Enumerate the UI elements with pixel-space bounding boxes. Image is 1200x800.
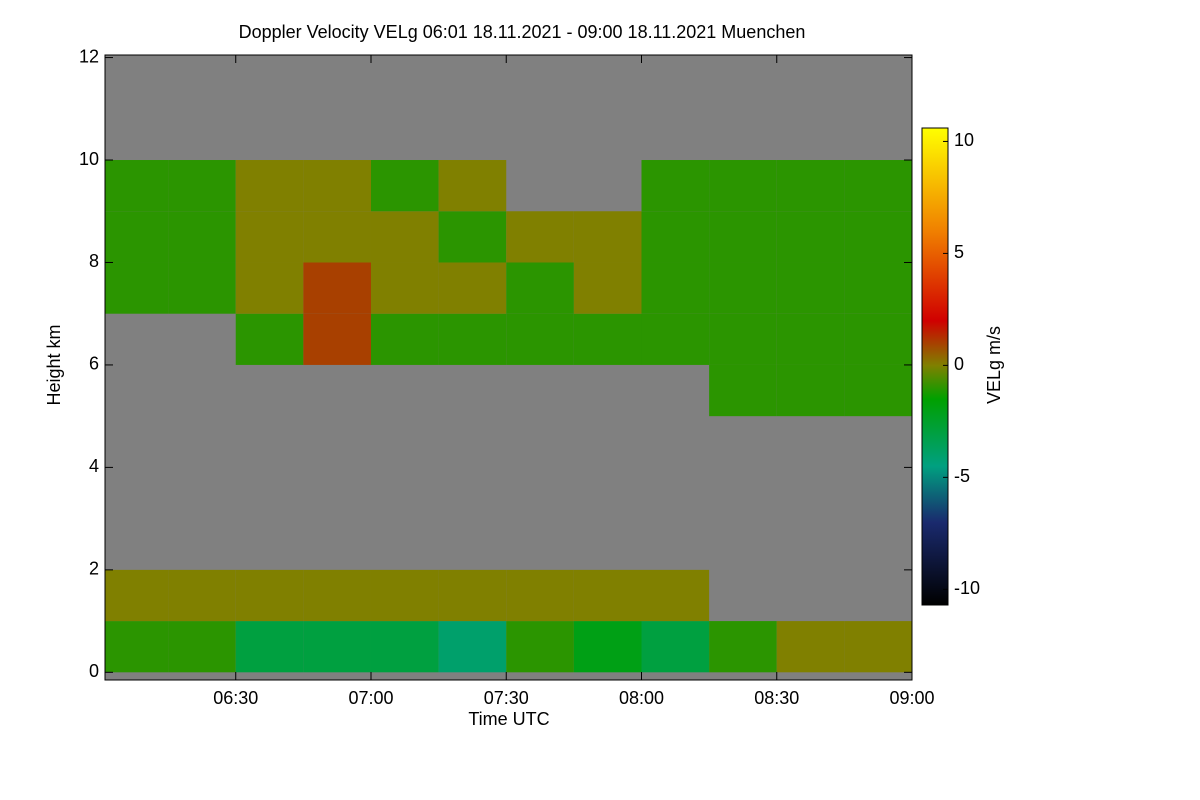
y-tick-label: 0 — [89, 661, 99, 681]
y-tick-label: 2 — [89, 559, 99, 579]
y-tick-label: 8 — [89, 251, 99, 271]
colorbar-tick-label: 5 — [954, 242, 964, 262]
colorbar — [921, 127, 949, 606]
heatmap-cell — [776, 160, 845, 212]
heatmap-cell — [303, 621, 371, 673]
heatmap-cell — [776, 364, 845, 417]
heatmap-cell — [776, 211, 845, 263]
colorbar-tick-label: -5 — [954, 466, 970, 486]
heatmap-cell — [438, 262, 507, 314]
heatmap-cell — [438, 313, 507, 365]
heatmap-cell — [438, 621, 507, 673]
heatmap-cell — [573, 262, 642, 314]
heatmap-cell — [235, 211, 304, 263]
heatmap-cell — [506, 621, 574, 673]
x-axis-label: Time UTC — [468, 709, 549, 729]
heatmap-cell — [303, 262, 371, 314]
heatmap-cell — [105, 211, 169, 263]
heatmap-cell — [641, 621, 710, 673]
heatmap-cell — [105, 262, 169, 314]
y-tick-label: 6 — [89, 354, 99, 374]
plot-frame — [104, 54, 913, 681]
heatmap-cell — [303, 211, 371, 263]
heatmap-cell — [303, 313, 371, 365]
heatmap-cell — [438, 211, 507, 263]
x-tick-label: 08:30 — [754, 688, 799, 708]
heatmap-cell — [370, 569, 439, 622]
heatmap-cell — [105, 569, 169, 622]
heatmap-cell — [370, 313, 439, 365]
heatmap-cell — [776, 313, 845, 365]
heatmap-cell — [709, 313, 777, 365]
heatmap-cell — [506, 211, 574, 263]
heatmap-cell — [641, 313, 710, 365]
colorbar-tick-label: 10 — [954, 130, 974, 150]
heatmap-cell — [641, 211, 710, 263]
heatmap-cell — [168, 569, 236, 622]
heatmap-cell — [235, 160, 304, 212]
x-tick-label: 07:00 — [348, 688, 393, 708]
heatmap-cell — [709, 160, 777, 212]
heatmap-cell — [370, 621, 439, 673]
heatmap-cell — [168, 211, 236, 263]
y-tick-label: 12 — [79, 46, 99, 66]
heatmap-cell — [844, 262, 912, 314]
heatmap-cell — [506, 569, 574, 622]
y-axis-label: Height km — [44, 324, 64, 405]
heatmap-cell — [844, 160, 912, 212]
heatmap-cell — [844, 313, 912, 365]
x-tick-label: 08:00 — [619, 688, 664, 708]
heatmap-cell — [844, 211, 912, 263]
heatmap-cell — [235, 569, 304, 622]
heatmap-cell — [641, 262, 710, 314]
heatmap-cell — [105, 621, 169, 673]
heatmap-cell — [776, 621, 845, 673]
heatmap-cell — [573, 569, 642, 622]
heatmap-cell — [235, 621, 304, 673]
heatmap-cell — [168, 621, 236, 673]
colorbar-tick-label: 0 — [954, 354, 964, 374]
heatmap-cell — [370, 262, 439, 314]
heatmap-cell — [844, 364, 912, 417]
heatmap-cell — [573, 211, 642, 263]
heatmap-cell — [168, 262, 236, 314]
heatmap-cell — [573, 313, 642, 365]
heatmap-cell — [641, 569, 710, 622]
heatmap-cell — [573, 621, 642, 673]
y-tick-label: 4 — [89, 456, 99, 476]
heatmap-cell — [709, 262, 777, 314]
colorbar-tick-label: -10 — [954, 578, 980, 598]
heatmap-cell — [235, 313, 304, 365]
x-tick-label: 07:30 — [484, 688, 529, 708]
heatmap-cell — [168, 160, 236, 212]
heatmap-cell — [438, 569, 507, 622]
heatmap-cell — [303, 160, 371, 212]
heatmap-cell — [844, 621, 912, 673]
heatmap-cell — [303, 569, 371, 622]
heatmap-cell — [506, 262, 574, 314]
heatmap-cell — [709, 364, 777, 417]
heatmap-cell — [370, 211, 439, 263]
y-tick-label: 10 — [79, 149, 99, 169]
heatmap-cell — [370, 160, 439, 212]
heatmap-cell — [438, 160, 507, 212]
heatmap-cell — [709, 211, 777, 263]
colorbar-label: VELg m/s — [984, 326, 1004, 404]
heatmap-cell — [776, 262, 845, 314]
x-tick-label: 06:30 — [213, 688, 258, 708]
heatmap-cell — [105, 160, 169, 212]
chart-title: Doppler Velocity VELg 06:01 18.11.2021 -… — [239, 22, 806, 42]
x-tick-label: 09:00 — [889, 688, 934, 708]
heatmap-cell — [235, 262, 304, 314]
heatmap-cell — [709, 621, 777, 673]
heatmap-cell — [641, 160, 710, 212]
heatmap-cell — [506, 313, 574, 365]
